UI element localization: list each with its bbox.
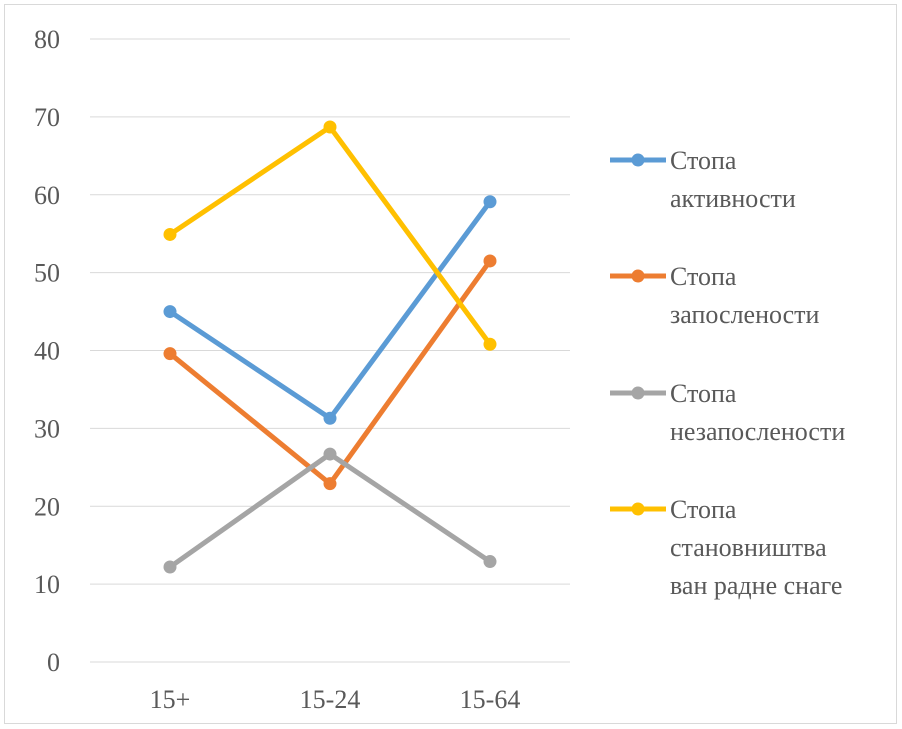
legend-label: становништва bbox=[670, 533, 827, 562]
y-tick-label: 10 bbox=[34, 570, 60, 599]
legend-swatch-marker bbox=[631, 269, 645, 283]
legend-label: запослености bbox=[670, 300, 820, 329]
y-tick-label: 20 bbox=[34, 492, 60, 521]
legend-label: Стопа bbox=[670, 262, 737, 291]
y-tick-label: 80 bbox=[34, 25, 60, 54]
legend-label: ван радне снаге bbox=[670, 571, 842, 600]
legend-swatch-marker bbox=[631, 153, 645, 167]
legend-label: активности bbox=[670, 184, 796, 213]
data-point bbox=[163, 227, 177, 241]
legend-label: Стопа bbox=[670, 146, 737, 175]
y-tick-label: 0 bbox=[47, 648, 60, 677]
y-tick-label: 30 bbox=[34, 414, 60, 443]
data-point bbox=[163, 560, 177, 574]
x-tick-label: 15-64 bbox=[460, 685, 521, 714]
data-point bbox=[483, 555, 497, 569]
data-point bbox=[163, 305, 177, 319]
y-tick-label: 70 bbox=[34, 103, 60, 132]
y-tick-label: 50 bbox=[34, 259, 60, 288]
legend-label: Стопа bbox=[670, 379, 737, 408]
legend-swatch-marker bbox=[631, 502, 645, 516]
legend-label: Стопа bbox=[670, 495, 737, 524]
series-line bbox=[168, 124, 493, 346]
y-tick-label: 60 bbox=[34, 181, 60, 210]
data-point bbox=[323, 477, 337, 491]
data-point bbox=[323, 120, 337, 134]
data-point bbox=[483, 337, 497, 351]
data-point bbox=[323, 447, 337, 461]
legend-label: незапослености bbox=[670, 417, 845, 446]
data-point bbox=[163, 347, 177, 361]
chart-frame bbox=[4, 4, 897, 724]
y-tick-label: 40 bbox=[34, 337, 60, 366]
x-tick-label: 15+ bbox=[150, 685, 191, 714]
legend-swatch-marker bbox=[631, 386, 645, 400]
series-line bbox=[168, 451, 492, 570]
series-line bbox=[168, 200, 493, 421]
data-point bbox=[483, 195, 497, 209]
data-point bbox=[323, 411, 337, 425]
data-point bbox=[483, 254, 497, 268]
x-tick-label: 15-24 bbox=[300, 685, 361, 714]
